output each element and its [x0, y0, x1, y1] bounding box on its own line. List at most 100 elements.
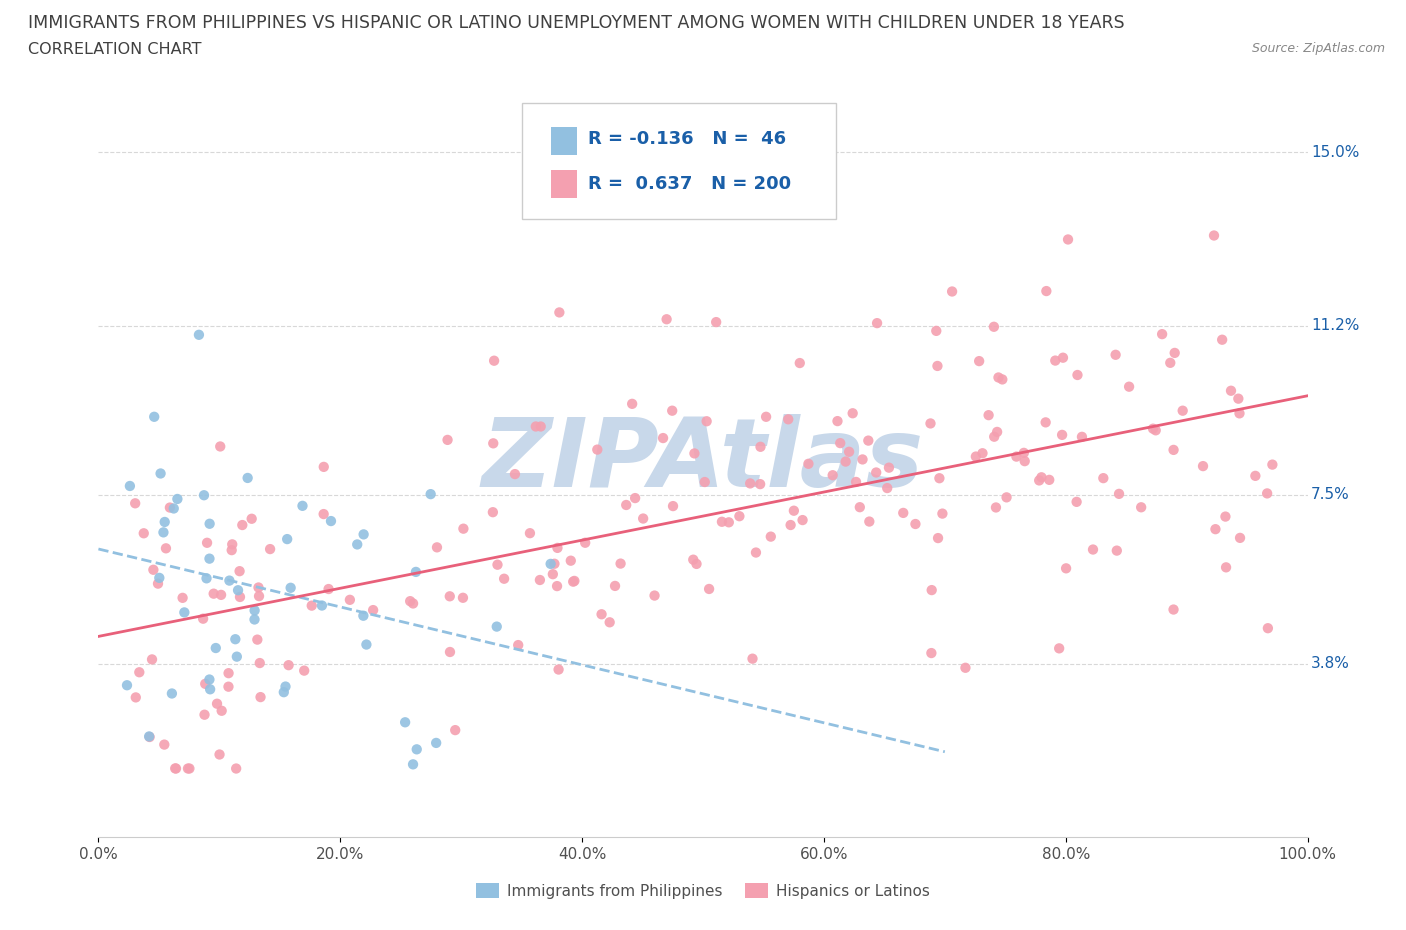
Point — [138, 729, 160, 744]
Point — [508, 638, 530, 653]
Point — [858, 514, 880, 529]
Point — [177, 761, 200, 776]
Point — [965, 449, 987, 464]
Point — [152, 525, 174, 539]
Point — [599, 615, 621, 630]
Point — [118, 479, 141, 494]
Point — [1028, 473, 1050, 488]
Point — [486, 557, 509, 572]
Point — [1159, 355, 1181, 370]
Point — [224, 631, 246, 646]
Point — [704, 314, 727, 329]
Point — [249, 690, 271, 705]
Text: 7.5%: 7.5% — [1312, 487, 1350, 502]
Point — [1066, 367, 1088, 382]
Point — [155, 541, 177, 556]
Point — [453, 521, 475, 536]
Point — [226, 583, 249, 598]
Point — [866, 315, 889, 330]
Point — [153, 514, 176, 529]
Point — [352, 608, 374, 623]
Point — [405, 742, 427, 757]
Text: IMMIGRANTS FROM PHILIPPINES VS HISPANIC OR LATINO UNEMPLOYMENT AMONG WOMEN WITH : IMMIGRANTS FROM PHILIPPINES VS HISPANIC … — [28, 14, 1125, 32]
Point — [891, 506, 914, 521]
Point — [149, 466, 172, 481]
Point — [191, 611, 214, 626]
Point — [586, 442, 609, 457]
Point — [209, 439, 232, 454]
Point — [1005, 449, 1028, 464]
Point — [845, 474, 868, 489]
Point — [198, 551, 221, 566]
Point — [827, 414, 849, 429]
Point — [717, 515, 740, 530]
Text: Source: ZipAtlas.com: Source: ZipAtlas.com — [1251, 42, 1385, 55]
Point — [1204, 522, 1226, 537]
Point — [311, 598, 333, 613]
Point — [986, 424, 1008, 439]
Point — [451, 591, 474, 605]
Point — [187, 327, 209, 342]
Point — [546, 578, 568, 593]
Point — [165, 761, 187, 776]
Point — [877, 460, 900, 475]
Point — [560, 553, 582, 568]
Point — [280, 580, 302, 595]
Point — [693, 474, 716, 489]
Point — [231, 518, 253, 533]
Point — [740, 476, 762, 491]
Point — [1244, 469, 1267, 484]
Point — [246, 632, 269, 647]
Point — [792, 512, 814, 527]
Point — [755, 409, 778, 424]
Point — [204, 641, 226, 656]
Point — [218, 573, 240, 588]
Point — [834, 454, 856, 469]
Point — [977, 407, 1000, 422]
Point — [225, 649, 247, 664]
Point — [920, 416, 942, 431]
Point — [710, 514, 733, 529]
Point — [1142, 421, 1164, 436]
Point — [1144, 423, 1167, 438]
Point — [482, 505, 505, 520]
FancyBboxPatch shape — [551, 126, 578, 155]
Point — [173, 605, 195, 620]
Point — [1104, 347, 1126, 362]
Point — [1215, 509, 1237, 524]
Point — [1035, 415, 1057, 430]
Point — [1163, 443, 1185, 458]
Point — [153, 737, 176, 752]
Point — [426, 540, 449, 555]
Point — [759, 529, 782, 544]
Point — [292, 663, 315, 678]
Point — [195, 536, 218, 551]
Point — [198, 672, 221, 687]
Point — [356, 637, 378, 652]
Point — [838, 445, 860, 459]
Point — [115, 678, 138, 693]
Text: ZIPAtlas: ZIPAtlas — [482, 414, 924, 507]
Point — [876, 481, 898, 496]
Point — [541, 566, 564, 581]
Point — [661, 404, 683, 418]
Point — [1257, 620, 1279, 635]
Point — [849, 499, 872, 514]
Point — [436, 432, 458, 447]
Point — [1229, 530, 1251, 545]
Point — [494, 571, 516, 586]
Point — [1163, 602, 1185, 617]
Point — [240, 512, 263, 526]
Point — [1035, 284, 1057, 299]
Point — [821, 468, 844, 483]
Point — [172, 591, 194, 605]
Point — [1105, 543, 1128, 558]
Point — [217, 679, 239, 694]
Point — [858, 433, 880, 448]
Point — [927, 531, 949, 546]
Point — [229, 590, 252, 604]
Point — [243, 612, 266, 627]
Point — [696, 414, 718, 429]
Point — [273, 684, 295, 699]
Point — [920, 645, 942, 660]
